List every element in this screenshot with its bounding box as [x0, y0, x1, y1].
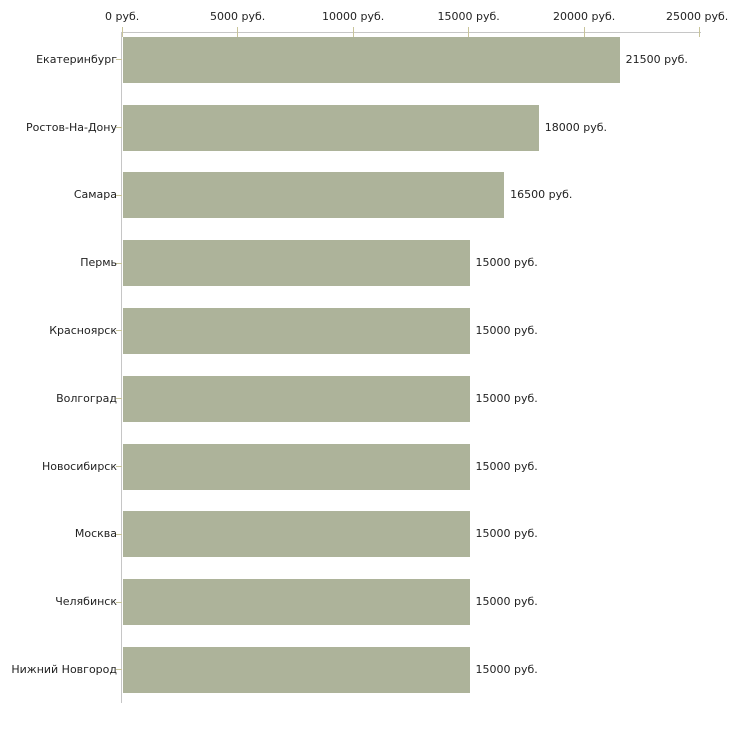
category-label: Новосибирск — [41, 459, 117, 473]
bar — [123, 511, 470, 558]
y-axis-tick — [116, 398, 122, 400]
bar — [123, 579, 470, 626]
x-axis-tick-label: 20000 руб. — [553, 10, 616, 23]
category-label: Пермь — [80, 256, 117, 270]
x-axis-tick-label: 0 руб. — [105, 10, 140, 23]
bar — [123, 104, 539, 151]
category-label: Волгоград — [56, 391, 117, 405]
y-axis-tick — [116, 601, 122, 603]
bar — [123, 172, 505, 219]
bar-value-label: 15000 руб. — [475, 459, 538, 473]
y-axis-tick — [116, 262, 122, 264]
bar-value-label: 15000 руб. — [475, 662, 538, 676]
bar-value-label: 15000 руб. — [475, 256, 538, 270]
bar — [123, 646, 470, 693]
category-label: Нижний Новгород — [11, 662, 117, 676]
bar — [123, 375, 470, 422]
y-axis-tick — [116, 669, 122, 671]
x-axis-tick-label: 25000 руб. — [666, 10, 729, 23]
category-label: Ростов-На-Дону — [25, 120, 117, 134]
x-axis-tick-label: 15000 руб. — [437, 10, 500, 23]
y-axis-tick — [116, 59, 122, 61]
x-axis-tick — [699, 27, 700, 37]
category-label: Москва — [74, 527, 117, 541]
bar-value-label: 15000 руб. — [475, 323, 538, 337]
y-axis-tick — [116, 127, 122, 129]
y-axis-tick — [116, 330, 122, 332]
x-axis-line — [121, 32, 701, 33]
x-axis-tick — [352, 27, 354, 37]
y-axis-tick — [116, 466, 122, 468]
x-axis-tick — [121, 27, 123, 37]
bar-value-label: 16500 руб. — [510, 188, 573, 202]
category-label: Красноярск — [49, 323, 117, 337]
bar-value-label: 15000 руб. — [475, 391, 538, 405]
bar — [123, 307, 470, 354]
x-axis-tick — [583, 27, 585, 37]
bar-value-label: 15000 руб. — [475, 527, 538, 541]
category-label: Самара — [73, 188, 117, 202]
y-axis-line — [121, 32, 122, 703]
bar — [123, 36, 620, 83]
x-axis-tick — [468, 27, 469, 37]
y-axis-tick — [116, 194, 122, 196]
bar-value-label: 18000 руб. — [544, 120, 608, 134]
bar-value-label: 15000 руб. — [475, 595, 538, 609]
y-axis-tick — [116, 533, 122, 535]
x-axis-tick — [237, 27, 238, 37]
category-label: Челябинск — [55, 595, 117, 609]
bar — [123, 240, 470, 287]
bar-value-label: 21500 руб. — [625, 52, 688, 66]
bar — [123, 443, 470, 490]
x-axis-tick-label: 10000 руб. — [322, 10, 385, 23]
x-axis-tick-label: 5000 руб. — [210, 10, 266, 23]
category-label: Екатеринбург — [36, 52, 117, 66]
